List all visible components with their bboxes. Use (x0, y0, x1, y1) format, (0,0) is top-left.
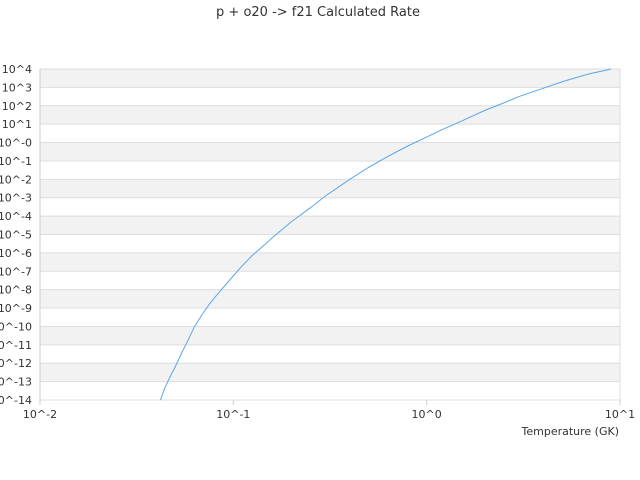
y-tick-label: 10^-7 (0, 265, 32, 278)
grid-band (40, 105, 620, 125)
grid-band (40, 381, 620, 400)
grid-band (40, 69, 620, 88)
grid-band (40, 197, 620, 217)
grid-band (40, 363, 620, 382)
grid-bands (40, 69, 620, 400)
grid-band (40, 344, 620, 364)
grid-band (40, 179, 620, 198)
y-tick-label: 10^-2 (0, 173, 32, 186)
x-axis-label: Temperature (GK) (521, 425, 620, 438)
y-tick-label: 10^-3 (0, 192, 32, 205)
y-tick-label: 10^-11 (0, 339, 32, 352)
grid-band (40, 326, 620, 345)
y-tick-label: 10^-14 (0, 394, 32, 407)
y-tick-label: 10^-12 (0, 357, 32, 370)
y-tick-label: 10^-5 (0, 229, 32, 242)
grid-band (40, 308, 620, 327)
grid-band (40, 124, 620, 143)
y-tick-label: 10^2 (2, 100, 32, 113)
y-tick-label: 10^-13 (0, 376, 32, 389)
grid-band (40, 87, 620, 106)
grid-band (40, 252, 620, 272)
chart-title: p + o20 -> f21 Calculated Rate (216, 5, 420, 20)
x-axis-ticks: 10^-2 10^-1 10^0 10^1 (23, 400, 635, 421)
grid-band (40, 216, 620, 235)
y-tick-label: 10^3 (2, 81, 32, 94)
grid-band (40, 271, 620, 290)
y-tick-label: 10^-9 (0, 302, 32, 315)
gridlines (39, 68, 621, 401)
y-tick-label: 10^-4 (0, 210, 32, 223)
y-axis-ticks: 10^4 10^3 10^2 10^1 10^-0 10^-1 10^-2 10^-3 10^-… (0, 63, 32, 407)
x-tick-label: 10^-1 (216, 408, 250, 421)
y-tick-label: 10^4 (2, 63, 32, 76)
grid-band (40, 234, 620, 253)
y-tick-label: 10^-8 (0, 284, 32, 297)
y-tick-label: 10^1 (2, 118, 32, 131)
grid-band (40, 160, 620, 180)
series-line (160, 68, 612, 401)
grid-band (40, 142, 620, 161)
y-tick-label: 10^-6 (0, 247, 32, 260)
y-tick-label: 10^-10 (0, 320, 32, 333)
x-tick-label: 10^0 (412, 408, 442, 421)
y-tick-label: 10^-1 (0, 155, 32, 168)
x-tick-label: 10^-2 (23, 408, 57, 421)
grid-band (40, 289, 620, 309)
x-tick-label: 10^1 (605, 408, 635, 421)
y-tick-label: 10^-0 (0, 137, 32, 150)
